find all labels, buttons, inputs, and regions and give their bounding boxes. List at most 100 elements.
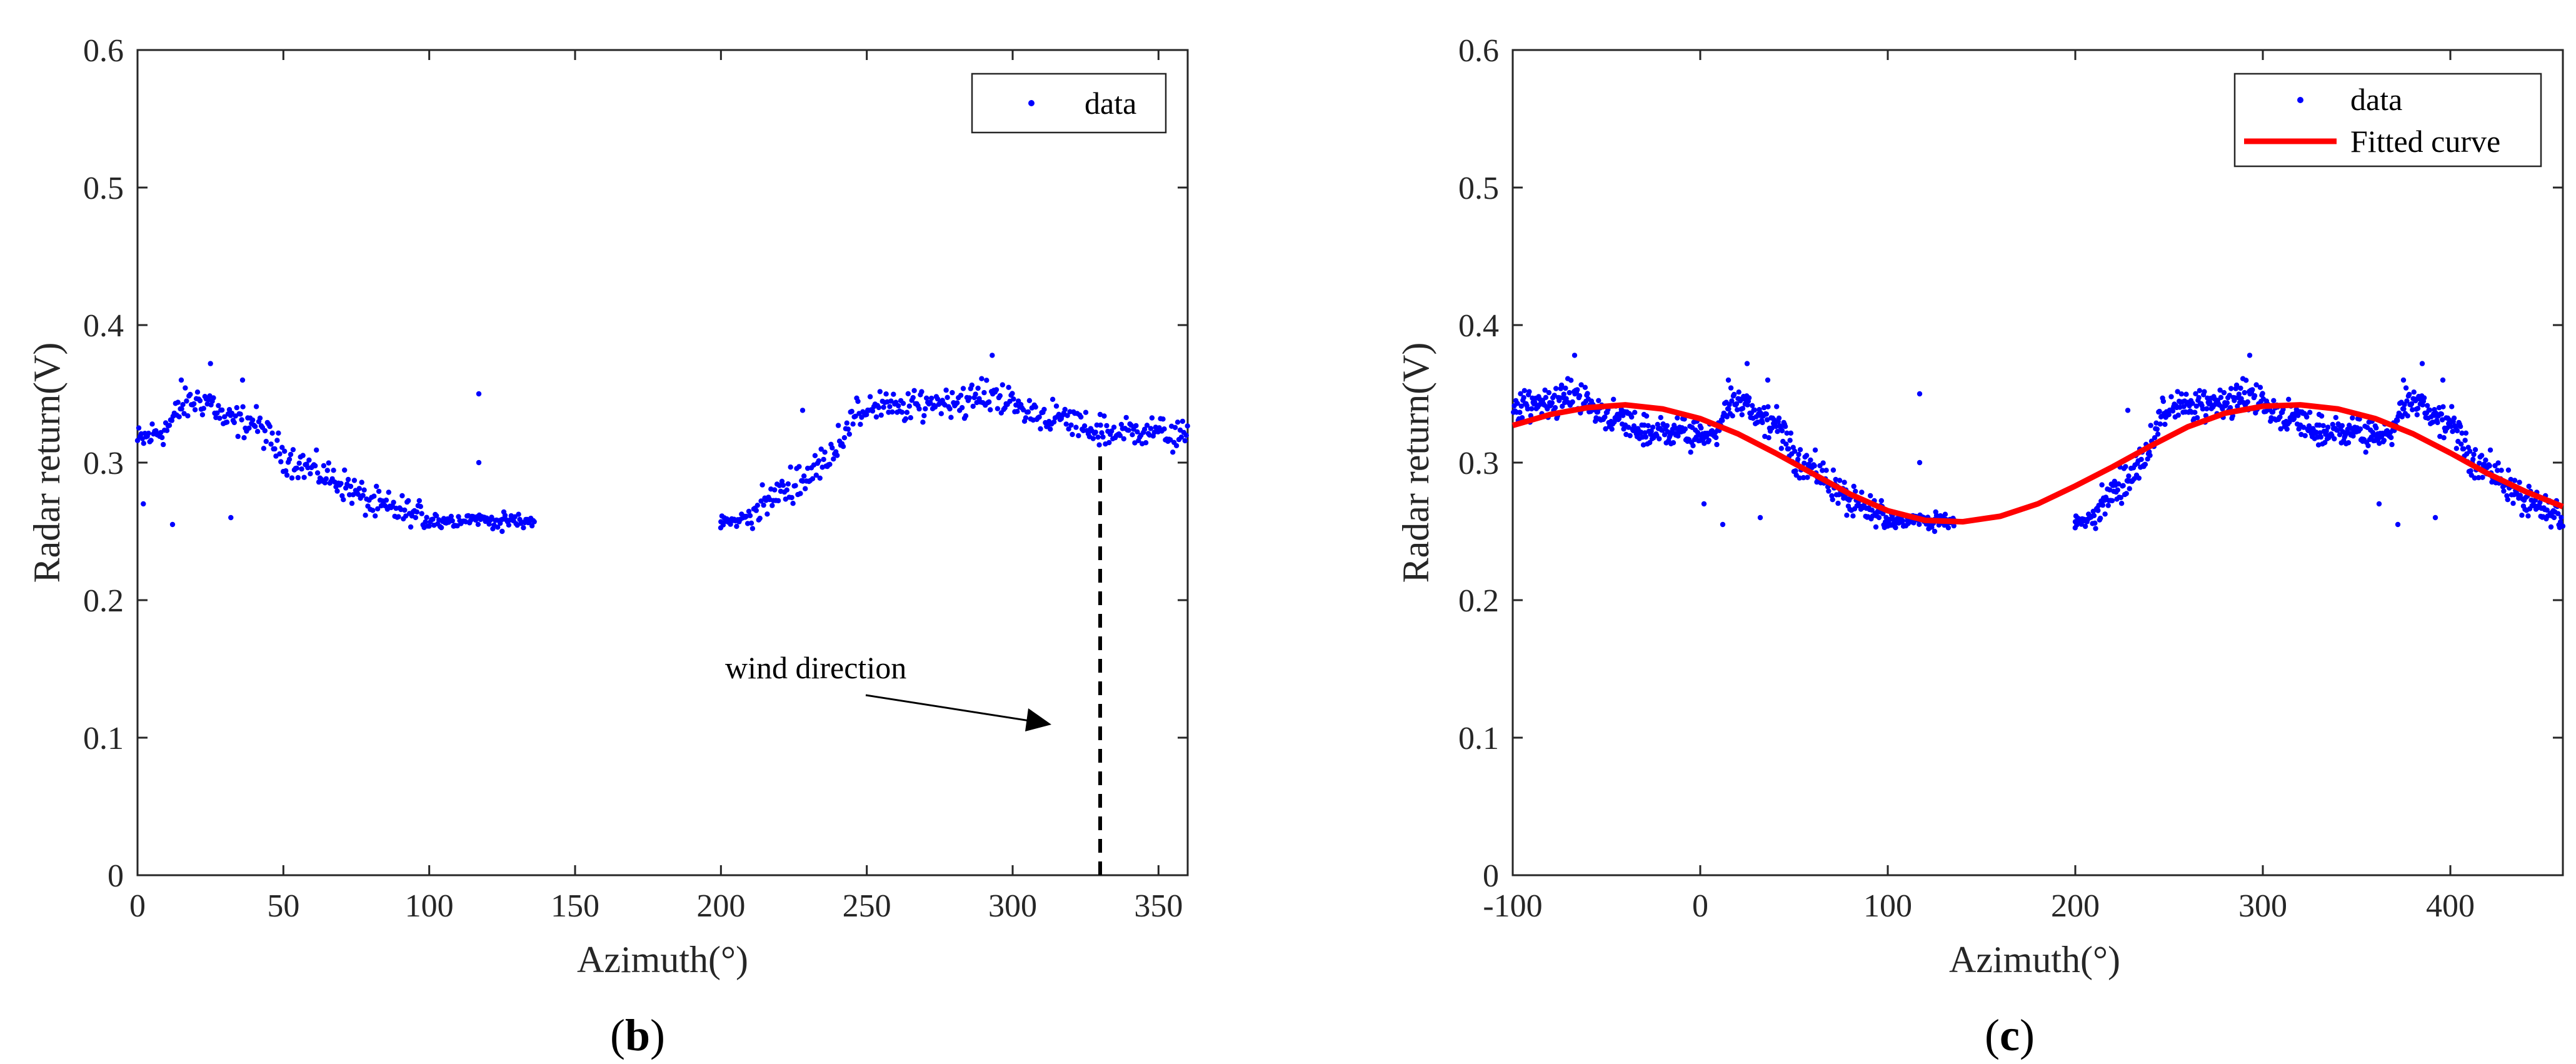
data-point — [234, 404, 239, 411]
data-point — [1760, 419, 1765, 426]
data-point — [1141, 426, 1148, 432]
data-point — [1118, 421, 1125, 428]
data-point — [1713, 434, 1719, 441]
data-point — [835, 423, 841, 428]
data-point — [970, 403, 976, 409]
data-point — [2123, 464, 2128, 469]
data-point — [1097, 411, 1103, 418]
data-point — [324, 468, 330, 473]
data-point — [955, 400, 960, 406]
data-point — [1036, 414, 1042, 420]
wind-direction-arrow — [865, 694, 1038, 723]
data-point — [966, 395, 973, 401]
data-point — [2363, 449, 2368, 455]
data-point — [1873, 524, 1879, 530]
data-point — [134, 438, 141, 443]
data-point — [2439, 417, 2445, 423]
data-point — [979, 376, 985, 381]
data-point — [827, 461, 833, 467]
data-point — [2333, 414, 2338, 421]
data-point — [1682, 426, 1688, 432]
data-point — [1168, 437, 1173, 443]
data-point — [1106, 439, 1112, 446]
data-point — [958, 393, 964, 398]
data-point — [406, 498, 411, 504]
y-tick-label: 0.1 — [1458, 721, 1499, 756]
data-point — [899, 409, 905, 415]
data-point — [348, 483, 354, 489]
plot-area-b — [136, 49, 1189, 876]
data-point — [2243, 378, 2249, 383]
data-point — [948, 414, 954, 420]
data-point — [334, 488, 340, 494]
data-point — [290, 447, 296, 453]
data-point — [1823, 468, 1829, 473]
data-point — [1738, 398, 1743, 404]
data-point — [322, 480, 328, 486]
data-point — [2313, 429, 2319, 435]
data-point — [224, 419, 230, 425]
data-point — [228, 514, 234, 521]
data-point — [855, 398, 861, 404]
data-point — [192, 407, 198, 413]
data-point — [905, 391, 911, 396]
data-point — [2377, 441, 2382, 446]
data-point — [1720, 521, 1726, 528]
data-point — [239, 377, 246, 383]
data-point — [2404, 398, 2410, 404]
data-point — [296, 460, 302, 466]
data-point — [475, 521, 481, 527]
data-point — [906, 403, 913, 409]
data-point — [239, 417, 244, 423]
data-point — [1571, 353, 1578, 358]
data-point — [2217, 387, 2223, 393]
data-point — [2322, 439, 2328, 446]
data-point — [2152, 435, 2158, 441]
data-point — [1797, 447, 1803, 453]
data-point — [2154, 426, 2160, 432]
x-tick-label: 400 — [2426, 888, 2475, 924]
data-point — [495, 524, 501, 530]
data-point — [2505, 497, 2510, 503]
data-point — [286, 456, 293, 462]
data-point — [448, 513, 454, 519]
data-point — [2316, 411, 2322, 418]
y-axis-ticks-c: 0 0.1 0.2 0.3 0.4 0.5 0.6 — [1458, 33, 2563, 894]
data-point — [995, 406, 1001, 411]
data-point — [1732, 391, 1737, 398]
data-point — [2487, 463, 2492, 469]
data-point — [2332, 436, 2337, 442]
data-point — [769, 503, 775, 508]
data-point — [345, 476, 351, 483]
data-point — [159, 434, 165, 441]
data-point — [219, 407, 225, 413]
x-tick-label: 0 — [1692, 888, 1708, 924]
data-point — [870, 408, 876, 414]
data-point — [891, 391, 896, 397]
data-point — [2457, 424, 2463, 429]
data-point — [2125, 408, 2131, 413]
data-point — [2238, 385, 2243, 391]
data-point — [282, 448, 288, 454]
data-point — [728, 521, 733, 527]
data-point — [1038, 426, 1043, 432]
data-point — [1627, 433, 1633, 439]
data-point — [1098, 422, 1103, 428]
data-point — [2475, 474, 2482, 481]
data-point — [2557, 519, 2563, 524]
data-point — [2227, 404, 2233, 411]
data-point — [1714, 441, 1720, 448]
data-point — [1765, 377, 1771, 383]
data-point — [849, 408, 854, 414]
data-point — [2558, 514, 2564, 520]
data-point — [2178, 391, 2185, 397]
data-point — [1561, 391, 1566, 397]
data-point — [136, 425, 142, 431]
data-point — [1117, 433, 1123, 438]
data-point — [799, 408, 806, 413]
y-tick-label: 0.6 — [1458, 33, 1499, 69]
data-point — [803, 486, 808, 491]
data-point — [1011, 396, 1016, 402]
data-point — [1626, 424, 1631, 430]
data-point — [896, 403, 901, 409]
